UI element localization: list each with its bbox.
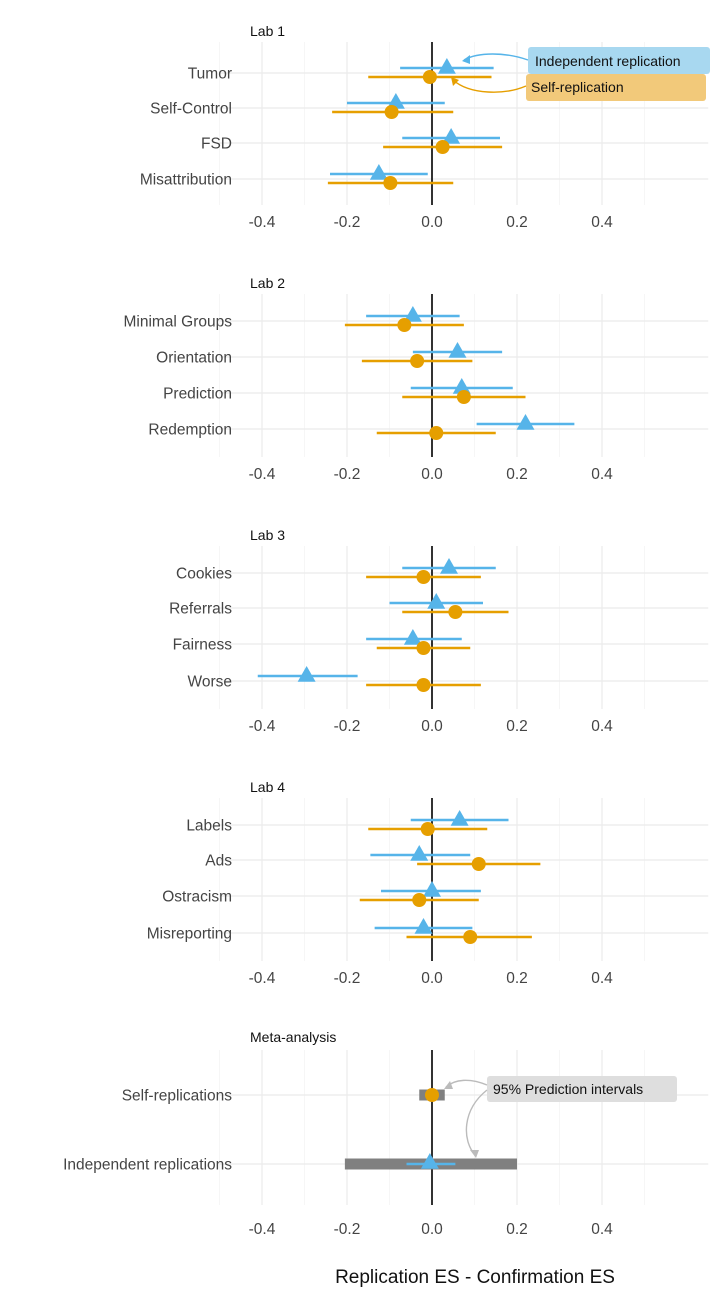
panel-3-xtick-label: -0.4: [249, 718, 276, 735]
panel-4-xtick-label: 0.0: [421, 970, 443, 987]
annotation-self-arrow: [452, 79, 527, 93]
panel-4-independent-point: [410, 845, 429, 861]
panel-3-study-label: Fairness: [173, 637, 233, 654]
annotation-independent-box: [528, 47, 710, 74]
panel-2-independent-point: [403, 306, 422, 322]
annotation-self-text: Self-replication: [531, 79, 624, 95]
panel-5-row-label: Independent replications: [63, 1157, 232, 1174]
panel-5-independent-point: [420, 1153, 439, 1169]
panel-4-study-label: Labels: [186, 818, 232, 835]
panel-3-xtick-label: -0.2: [334, 718, 361, 735]
panel-1-xtick-label: -0.2: [334, 214, 361, 231]
panel-1-self-point: [383, 176, 398, 190]
panel-4-study-label: Misreporting: [147, 926, 232, 943]
panel-1-self-point: [384, 105, 399, 119]
panel-3-title: Lab 3: [250, 527, 285, 543]
annotation-prediction-box: [487, 1076, 677, 1102]
panel-3-independent-point: [297, 666, 316, 682]
panel-2-study-label: Prediction: [163, 386, 232, 403]
x-axis-label: Replication ES - Confirmation ES: [335, 1267, 615, 1288]
panel-4-independent-point: [414, 918, 433, 934]
panel-1-xtick-label: 0.0: [421, 214, 443, 231]
panel-3-independent-point: [427, 593, 446, 609]
panel-2-self-point: [456, 390, 471, 404]
panel-2-title: Lab 2: [250, 275, 285, 291]
panel-4-title: Lab 4: [250, 779, 285, 795]
panel-1-independent-point: [386, 93, 405, 109]
annotation-prediction-arrowhead-1: [444, 1081, 453, 1089]
panel-1-study-label: Tumor: [188, 66, 232, 83]
panel-2-self-point: [410, 354, 425, 368]
panel-3-study-label: Worse: [187, 674, 232, 691]
panel-2-study-label: Redemption: [148, 422, 232, 439]
annotation-prediction-arrow-1: [445, 1079, 488, 1088]
annotation-independent-text: Independent replication: [535, 53, 681, 69]
panel-4-xtick-label: -0.4: [249, 970, 276, 987]
annotation-self-arrowhead: [451, 77, 459, 86]
panel-3-independent-point: [403, 629, 422, 645]
annotation-independent-arrowhead: [462, 55, 470, 64]
panel-1-xtick-label: -0.4: [249, 214, 276, 231]
panel-5-xtick-label: 0.4: [591, 1221, 613, 1238]
panel-4-self-point: [463, 930, 478, 944]
panel-3-study-label: Referrals: [169, 601, 232, 618]
panel-5-self-point: [425, 1088, 439, 1102]
panel-3-xtick-label: 0.2: [506, 718, 528, 735]
panel-4-independent-point: [423, 881, 441, 897]
panel-4-xtick-label: 0.2: [506, 970, 528, 987]
panel-5-xtick-label: 0.2: [506, 1221, 528, 1238]
panel-4-independent-point: [450, 810, 469, 826]
panel-5-xtick-label: -0.2: [334, 1221, 361, 1238]
panel-4-self-point: [420, 822, 435, 836]
panel-1-study-label: Misattribution: [140, 172, 232, 189]
panel-2-xtick-label: 0.2: [506, 466, 528, 483]
panel-1-independent-point: [369, 164, 388, 180]
panel-2-xtick-label: 0.4: [591, 466, 613, 483]
panel-1-self-point: [435, 140, 450, 154]
panel-4-study-label: Ads: [205, 853, 232, 870]
panel-4-self-point: [412, 893, 427, 907]
annotation-prediction-arrow-2: [465, 1089, 488, 1156]
panel-1-independent-point: [437, 58, 456, 74]
panel-3-study-label: Cookies: [176, 566, 232, 583]
panel-2-study-label: Minimal Groups: [123, 314, 232, 331]
panel-3-self-point: [416, 641, 431, 655]
panel-2-self-point: [429, 426, 444, 440]
panel-1-study-label: Self-Control: [150, 101, 232, 118]
panel-1-study-label: FSD: [201, 136, 232, 153]
panel-5-row-label: Self-replications: [122, 1088, 233, 1105]
panel-4-study-label: Ostracism: [162, 889, 232, 906]
panel-2-independent-point: [452, 378, 471, 394]
panel-1-xtick-label: 0.4: [591, 214, 613, 231]
panel-4-xtick-label: -0.2: [334, 970, 361, 987]
annotation-prediction-text: 95% Prediction intervals: [493, 1081, 643, 1097]
panel-2-xtick-label: -0.2: [334, 466, 361, 483]
panel-4-xtick-label: 0.4: [591, 970, 613, 987]
panel-1-xtick-label: 0.2: [506, 214, 528, 231]
panel-4-self-point: [471, 857, 486, 871]
panel-5-title: Meta-analysis: [250, 1029, 336, 1045]
panel-3-independent-point: [440, 558, 458, 574]
panel-2-xtick-label: 0.0: [421, 466, 443, 483]
panel-5-xtick-label: -0.4: [249, 1221, 276, 1238]
panel-2-self-point: [397, 318, 412, 332]
panel-2-independent-point: [516, 414, 535, 430]
panel-3-self-point: [416, 678, 431, 692]
panel-5-xtick-label: 0.0: [421, 1221, 443, 1238]
panel-2-xtick-label: -0.4: [249, 466, 276, 483]
annotation-self-box: [526, 74, 706, 101]
panel-3-xtick-label: 0.4: [591, 718, 613, 735]
panel-1-self-point: [422, 70, 437, 84]
panel-3-self-point: [448, 605, 463, 619]
panel-2-independent-point: [448, 342, 467, 358]
panel-1-title: Lab 1: [250, 23, 285, 39]
annotation-independent-arrow: [463, 53, 529, 61]
panel-1-independent-point: [442, 128, 461, 144]
panel-3-xtick-label: 0.0: [421, 718, 443, 735]
panel-2-study-label: Orientation: [156, 350, 232, 367]
annotation-prediction-arrowhead-2: [470, 1150, 479, 1158]
panel-3-self-point: [416, 570, 431, 584]
